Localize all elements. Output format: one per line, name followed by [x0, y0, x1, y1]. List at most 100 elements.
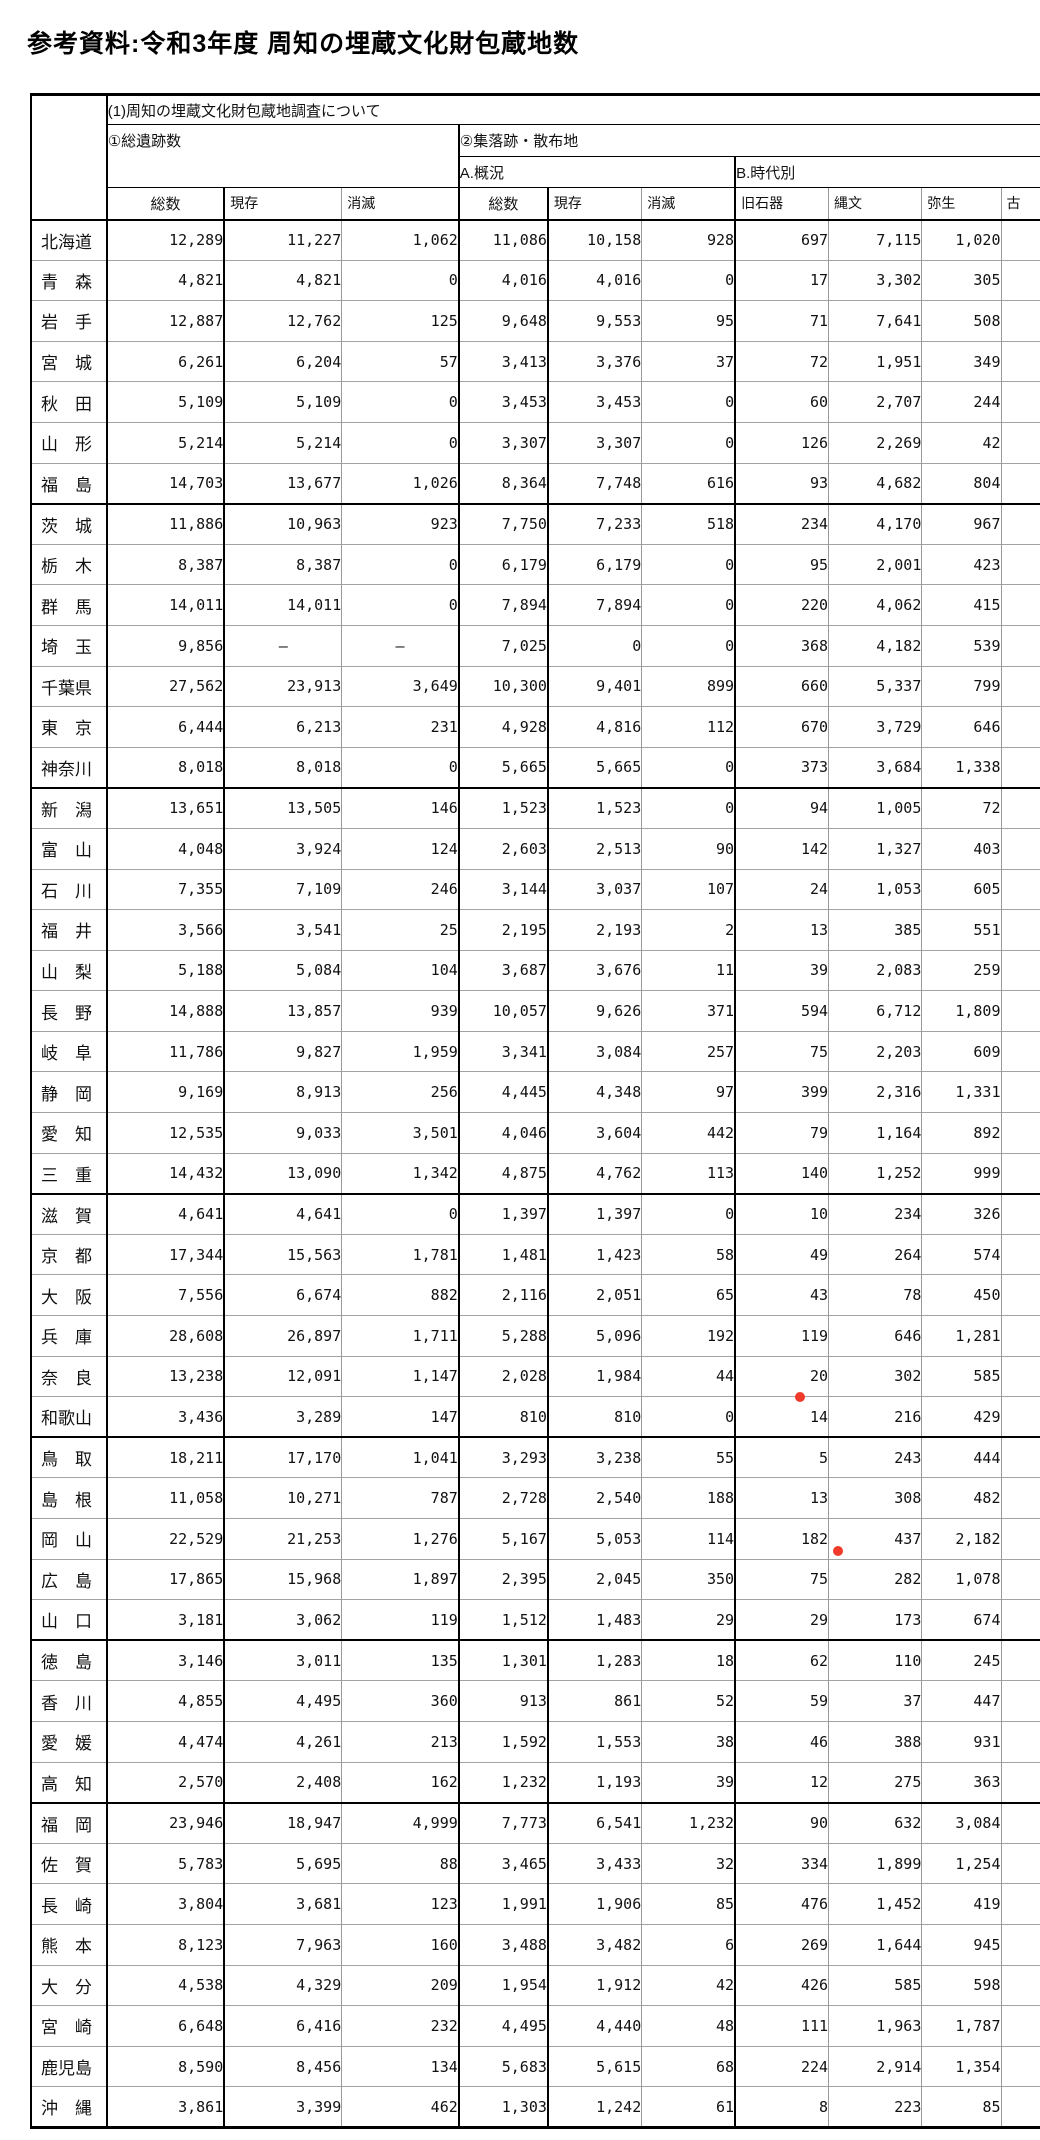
table-cell: 8,364: [457, 463, 548, 504]
table-cell: 10,271: [223, 1477, 342, 1519]
table-cell: 90: [641, 828, 736, 869]
table-cell-clipped: [1000, 706, 1040, 748]
table-cell: 3,436: [105, 1396, 225, 1438]
table-cell: 10,057: [457, 990, 548, 1032]
table-cell: 97: [641, 1071, 736, 1113]
prefecture-label: 静 岡: [30, 1071, 108, 1113]
table-cell: 3,604: [546, 1112, 642, 1154]
table-cell: 0: [341, 260, 459, 301]
red-dot-marker: [795, 1392, 805, 1402]
table-cell: 0: [641, 787, 736, 829]
table-cell: 0: [341, 584, 459, 626]
table-cell: 21,253: [223, 1518, 342, 1560]
table-cell: 4,855: [105, 1680, 225, 1722]
prefecture-label: 香 川: [30, 1680, 108, 1722]
table-cell: 928: [641, 219, 736, 261]
col-header-existing: 現存: [223, 187, 342, 220]
table-cell: 13,238: [105, 1356, 225, 1397]
table-cell: 15,563: [223, 1234, 342, 1275]
table-cell: 15,968: [223, 1559, 342, 1600]
prefecture-label: 埼 玉: [30, 625, 108, 667]
table-cell: 1,026: [341, 463, 459, 504]
table-cell: 6,541: [546, 1802, 642, 1844]
table-cell: 8,387: [223, 544, 342, 585]
table-cell: 29: [734, 1599, 829, 1641]
table-cell: 1,991: [457, 1883, 548, 1925]
prefecture-label: 宮 城: [30, 341, 108, 382]
table-cell: 26,897: [223, 1315, 342, 1357]
table-cell: 112: [641, 706, 736, 748]
table-cell: 12: [734, 1762, 829, 1803]
table-row: 岡 山 22,529 21,253 1,276 5,167 5,053 114 182 437 2…: [30, 1518, 1040, 1560]
table-cell: 1,354: [921, 2046, 1001, 2087]
table-cell: 1,338: [921, 747, 1001, 788]
table-cell: 1,041: [341, 1437, 459, 1478]
table-cell: 305: [921, 260, 1001, 301]
table-cell: 110: [828, 1640, 922, 1681]
table-cell: 437: [828, 1518, 922, 1560]
table-cell: 6,674: [223, 1274, 342, 1316]
table-cell: 17,865: [105, 1559, 225, 1600]
table-cell: 1,523: [457, 787, 548, 829]
table-cell: 269: [734, 1924, 829, 1966]
table-cell: 3,307: [546, 422, 642, 464]
table-cell: 20: [734, 1356, 829, 1397]
table-cell: 799: [921, 666, 1001, 707]
table-cell: 913: [457, 1680, 548, 1722]
table-cell: 810: [457, 1396, 548, 1438]
table-cell: 234: [734, 503, 829, 545]
table-cell: 2,116: [457, 1274, 548, 1316]
prefecture-label: 島 根: [30, 1477, 108, 1519]
table-cell: 0: [341, 544, 459, 585]
table-cell: 1,331: [921, 1071, 1001, 1113]
prefecture-label: 鳥 取: [30, 1437, 108, 1478]
table-cell: 5,109: [223, 381, 342, 423]
table-cell: 302: [828, 1356, 922, 1397]
table-cell: 3,861: [105, 2086, 225, 2128]
table-row: 愛 媛 4,474 4,261 213 1,592 1,553 38 46 388 931: [30, 1721, 1040, 1763]
table-row: 大 分 4,538 4,329 209 1,954 1,912 42 426 585 598: [30, 1965, 1040, 2006]
table-cell-clipped: [1000, 1234, 1040, 1275]
table-cell: 32: [641, 1843, 736, 1884]
prefecture-label: 長 崎: [30, 1883, 108, 1925]
table-cell: 0: [546, 625, 642, 667]
table-cell: 2,513: [546, 828, 642, 869]
table-cell: 3,181: [105, 1599, 225, 1641]
table-cell-clipped: [1000, 1843, 1040, 1884]
table-cell: 18: [641, 1640, 736, 1681]
table-cell: 29: [641, 1599, 736, 1641]
table-cell-clipped: [1000, 1640, 1040, 1681]
page-title: 参考資料:令和3年度 周知の埋蔵文化財包蔵地数: [27, 30, 580, 58]
table-cell: 360: [341, 1680, 459, 1722]
table-cell: 2,195: [457, 909, 548, 951]
table-cell: 482: [921, 1477, 1001, 1519]
prefecture-label: 福 島: [30, 463, 108, 504]
table-cell: 2,182: [921, 1518, 1001, 1560]
table-cell-clipped: [1000, 1559, 1040, 1600]
table-row: 福 島 14,703 13,677 1,026 8,364 7,748 616 93 4,682…: [30, 463, 1040, 504]
table-cell: 1,078: [921, 1559, 1001, 1600]
prefecture-label: 大 分: [30, 1965, 108, 2006]
prefecture-label: 富 山: [30, 828, 108, 869]
table-cell: 11: [641, 950, 736, 991]
table-row: 長 野 14,888 13,857 939 10,057 9,626 371 594 6,712…: [30, 990, 1040, 1032]
table-cell: 2: [641, 909, 736, 951]
table-cell: 8,018: [105, 747, 225, 788]
table-cell-clipped: [1000, 1031, 1040, 1072]
table-cell: 0: [641, 584, 736, 626]
table-cell: 7,109: [223, 869, 342, 910]
table-cell: 6: [641, 1924, 736, 1966]
table-cell: 6,179: [457, 544, 548, 585]
table-cell: 2,728: [457, 1477, 548, 1519]
table-cell: 49: [734, 1234, 829, 1275]
red-dot-marker: [833, 1546, 843, 1556]
table-cell: 134: [341, 2046, 459, 2087]
table-cell: 234: [828, 1193, 922, 1235]
table-cell: 61: [641, 2086, 736, 2128]
table-cell: 126: [734, 422, 829, 464]
table-cell: 213: [341, 1721, 459, 1763]
table-cell: 363: [921, 1762, 1001, 1803]
table-row: 奈 良 13,238 12,091 1,147 2,028 1,984 44 20 302 585: [30, 1356, 1040, 1397]
table-cell-clipped: [1000, 666, 1040, 707]
table-cell: 12,535: [105, 1112, 225, 1154]
